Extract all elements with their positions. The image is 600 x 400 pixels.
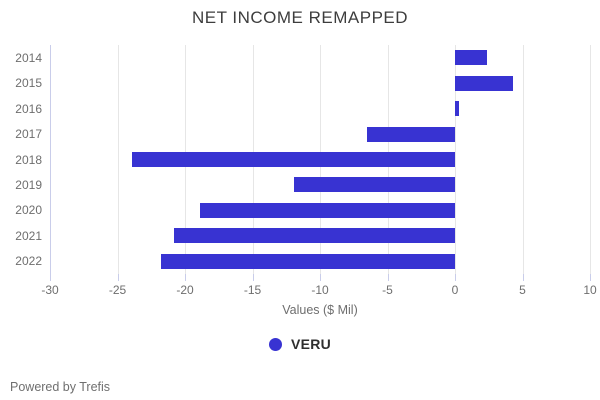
x-axis-ticks: -30 -25 -20 -15 -10 -5 0 5 10 [41,283,596,297]
bar-2014[interactable] [455,50,488,66]
y-axis-labels: 2014 2015 2016 2017 2018 2019 2020 2021 2022 [0,45,50,274]
bar-2022[interactable] [160,253,455,269]
bar-2019[interactable] [294,177,455,193]
y-axis-line [50,45,51,274]
x-tick-label: -25 [108,283,127,297]
tick-mark [522,274,524,281]
x-tick-label: 10 [583,283,597,297]
bar-2015[interactable] [455,75,514,91]
bar-2017[interactable] [367,126,455,142]
tick-mark [590,274,591,281]
gridline [117,45,119,274]
bar-2020[interactable] [199,202,455,218]
y-tick-label: 2021 [15,228,42,243]
gridline [590,45,591,274]
x-tick-label: -15 [243,283,262,297]
bar-2018[interactable] [132,152,455,167]
tick-mark [50,274,51,281]
tick-mark [455,274,456,281]
plot-area [50,45,591,281]
x-tick-label: 5 [519,283,526,297]
bar-2016[interactable] [455,101,460,117]
y-tick-label: 2015 [15,76,42,91]
gridline [455,45,456,274]
legend-dot-icon [268,337,282,351]
tick-mark [320,274,321,281]
tick-mark [117,274,119,281]
y-tick-label: 2014 [15,50,42,65]
x-tick-label: -5 [382,283,393,297]
x-tick-label: 0 [451,283,459,297]
y-tick-label: 2019 [15,177,42,192]
legend: VERU [0,336,600,352]
x-tick-label: -10 [311,283,329,297]
tick-mark [252,274,254,281]
bar-2021[interactable] [174,228,455,244]
x-tick-label: -30 [41,283,59,297]
y-tick-label: 2016 [15,101,42,116]
powered-by-trefis: Powered by Trefis [10,380,111,394]
tick-mark [387,274,389,281]
y-tick-label: 2020 [15,203,42,218]
chart-title: NET INCOME REMAPPED [191,8,409,27]
x-tick-label: -20 [176,283,194,297]
x-axis-title: Values ($ Mil) [282,303,358,317]
tick-mark [185,274,186,281]
y-tick-label: 2018 [15,152,42,167]
y-tick-label: 2022 [15,254,42,269]
legend-label: VERU [290,336,332,352]
y-tick-label: 2017 [15,127,42,142]
gridline [522,45,524,274]
